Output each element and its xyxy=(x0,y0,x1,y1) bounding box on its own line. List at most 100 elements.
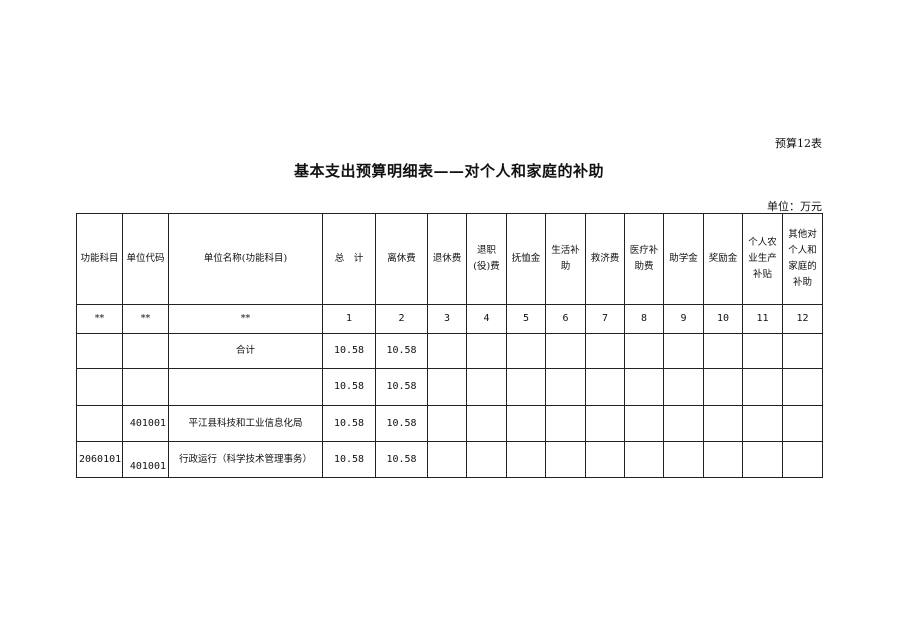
table-cell: 10.58 xyxy=(322,405,376,442)
index-row: ** ** ** 1 2 3 4 5 6 7 8 9 10 11 12 xyxy=(76,304,823,334)
header-row: 功能科目 单位代码 单位名称(功能科目) 总 计离休费 退休费 退职(役)费 抚恤金 生活补助… xyxy=(76,213,823,305)
unit-label: 单位：万元 xyxy=(767,200,822,213)
table-cell xyxy=(703,405,743,442)
table-cell: 2060101 xyxy=(76,441,123,478)
table-cell: ** xyxy=(168,304,323,334)
table-cell xyxy=(76,333,123,369)
table-cell: 单位名称(功能科目) xyxy=(168,213,323,305)
table-cell xyxy=(76,368,123,406)
table-cell: 退休费 xyxy=(427,213,467,305)
table-cell xyxy=(742,368,783,406)
table-cell: 7 xyxy=(585,304,625,334)
table-cell: 2 xyxy=(375,304,428,334)
table-cell: 退职(役)费 xyxy=(466,213,507,305)
table-cell: 其他对个人和家庭的补助 xyxy=(782,213,823,305)
table-cell xyxy=(663,333,704,369)
table-cell: 10.58 xyxy=(322,333,376,369)
table-cell: 个人农业生产补贴 xyxy=(742,213,783,305)
table-row: 401001 平江县科技和工业信息化局 10.58 10.58 xyxy=(76,405,823,442)
table-cell: 功能科目 xyxy=(76,213,123,305)
table-cell xyxy=(782,368,823,406)
table-cell xyxy=(545,405,586,442)
table-cell xyxy=(624,368,664,406)
table-cell: 11 xyxy=(742,304,783,334)
table-row: 2060101 401001 行政运行（科学技术管理事务） 10.58 10.58 xyxy=(76,441,823,478)
table-cell xyxy=(545,333,586,369)
table-cell xyxy=(624,333,664,369)
table-cell xyxy=(76,405,123,442)
form-number: 预算12表 xyxy=(775,137,822,150)
table-cell xyxy=(427,405,467,442)
table-cell: 5 xyxy=(506,304,546,334)
table-cell: 3 xyxy=(427,304,467,334)
table-cell xyxy=(742,405,783,442)
page-title: 基本支出预算明细表——对个人和家庭的补助 xyxy=(293,162,604,180)
table-row: 合计 10.58 10.58 xyxy=(76,333,823,369)
table-cell: 医疗补助费 xyxy=(624,213,664,305)
table-cell xyxy=(742,333,783,369)
table-cell: 12 xyxy=(782,304,823,334)
table-cell xyxy=(168,368,323,406)
table-cell xyxy=(545,441,586,478)
table-cell xyxy=(506,441,546,478)
table-cell: 合计 xyxy=(168,333,323,369)
table-cell: 4 xyxy=(466,304,507,334)
table-cell: 9 xyxy=(663,304,704,334)
table-cell xyxy=(122,333,169,369)
table-cell: 生活补助 xyxy=(545,213,586,305)
table-cell: 离休费 xyxy=(375,213,428,305)
budget-table: 功能科目 单位代码 单位名称(功能科目) 总 计离休费 退休费 退职(役)费 抚恤金 生活补助… xyxy=(76,213,823,478)
table-cell xyxy=(585,333,625,369)
table-cell xyxy=(585,441,625,478)
table-cell: 10.58 xyxy=(322,368,376,406)
table-cell xyxy=(782,441,823,478)
table-cell xyxy=(703,368,743,406)
table-cell: 单位代码 xyxy=(122,213,169,305)
table-cell: 10.58 xyxy=(322,441,376,478)
table-cell: 10.58 xyxy=(375,441,428,478)
table-cell: 6 xyxy=(545,304,586,334)
table-cell xyxy=(624,405,664,442)
table-cell xyxy=(427,368,467,406)
table-cell xyxy=(663,368,704,406)
table-cell xyxy=(782,405,823,442)
table-cell xyxy=(506,368,546,406)
table-cell xyxy=(663,405,704,442)
table-cell: 401001 xyxy=(122,405,169,442)
table-cell xyxy=(585,368,625,406)
table-cell xyxy=(506,333,546,369)
table-cell: 行政运行（科学技术管理事务） xyxy=(168,441,323,478)
table-cell xyxy=(545,368,586,406)
table-cell xyxy=(624,441,664,478)
table-cell: 10.58 xyxy=(375,405,428,442)
table-cell: 10 xyxy=(703,304,743,334)
table-cell xyxy=(427,333,467,369)
table-cell: 总 计 xyxy=(322,213,376,305)
table-cell xyxy=(585,405,625,442)
table-cell xyxy=(703,333,743,369)
table-cell xyxy=(703,441,743,478)
table-cell: 助学金 xyxy=(663,213,704,305)
table-cell xyxy=(466,405,507,442)
table-cell: 8 xyxy=(624,304,664,334)
table-cell: 1 xyxy=(322,304,376,334)
table-cell xyxy=(663,441,704,478)
table-cell xyxy=(122,368,169,406)
table-cell: ** xyxy=(76,304,123,334)
table-cell: 10.58 xyxy=(375,368,428,406)
table-cell: 401001 xyxy=(122,441,169,478)
table-cell: 奖励金 xyxy=(703,213,743,305)
table-cell: ** xyxy=(122,304,169,334)
table-cell xyxy=(742,441,783,478)
table-cell xyxy=(506,405,546,442)
table-cell xyxy=(466,441,507,478)
table-cell xyxy=(427,441,467,478)
table-row: 10.58 10.58 xyxy=(76,368,823,406)
table-cell xyxy=(466,333,507,369)
table-cell: 救济费 xyxy=(585,213,625,305)
table-cell xyxy=(782,333,823,369)
table-cell: 10.58 xyxy=(375,333,428,369)
table-cell: 抚恤金 xyxy=(506,213,546,305)
table-cell xyxy=(466,368,507,406)
table-cell: 平江县科技和工业信息化局 xyxy=(168,405,323,442)
